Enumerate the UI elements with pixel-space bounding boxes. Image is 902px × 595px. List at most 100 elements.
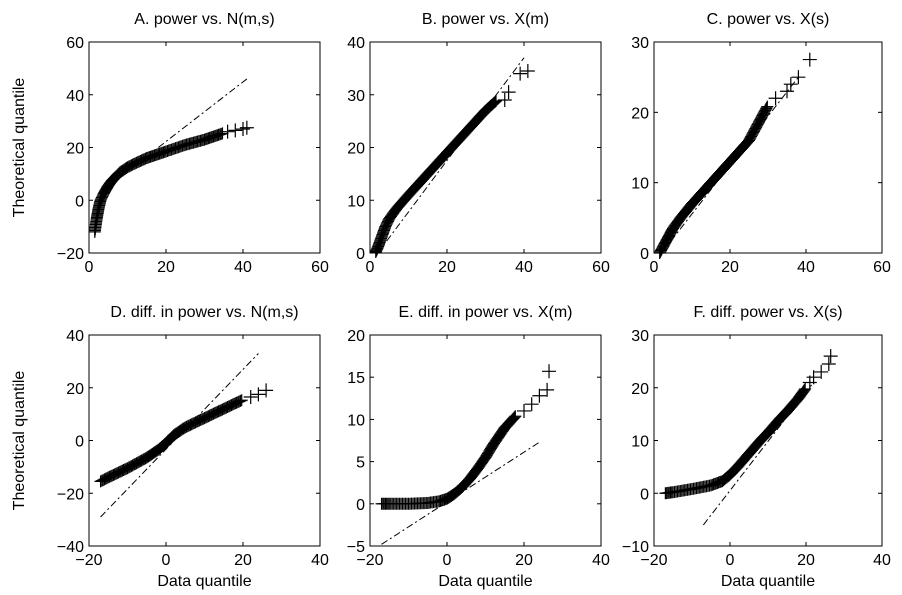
data-band [88, 127, 229, 238]
y-tick-label: 0 [356, 246, 365, 263]
y-tick-label: 30 [631, 328, 649, 345]
x-tick-label: 20 [234, 552, 252, 569]
outlier-point [259, 383, 274, 398]
data-point [488, 95, 501, 108]
y-tick-label: 0 [356, 497, 365, 514]
axes-box-e [369, 334, 602, 547]
reference-line [157, 78, 248, 148]
outlier-point [814, 364, 829, 379]
x-tick-label: 20 [157, 259, 175, 276]
data-point [216, 127, 229, 140]
outlier-point [251, 387, 266, 402]
x-tick-label: 40 [592, 552, 610, 569]
y-tick-label: 10 [347, 193, 365, 210]
y-tick-label: −10 [622, 539, 649, 556]
data-point [798, 384, 811, 397]
y-tick-label: −40 [57, 539, 84, 556]
outlier-point [806, 370, 821, 385]
outlier-point [542, 364, 557, 379]
x-tick-label: 20 [797, 552, 815, 569]
x-tick-label: −20 [640, 552, 667, 569]
outlier-point [497, 93, 512, 108]
y-tick-label: 5 [356, 455, 365, 472]
y-tick-label: 40 [347, 35, 365, 52]
data-point [490, 94, 502, 107]
x-tick-label: 40 [873, 552, 891, 569]
outlier-point [802, 375, 817, 390]
x-tick-label: 0 [650, 259, 659, 276]
axes-box-a [88, 41, 321, 254]
outlier-point [236, 122, 250, 137]
outlier-point [823, 349, 838, 364]
panel-e: −20 0 20 40 −5 0 5 10 15 20 E. diff. in power vs. … [347, 304, 610, 590]
y-tick-label: 60 [66, 35, 84, 52]
x-tick-label: −20 [356, 552, 383, 569]
panel-c: 0 20 40 60 0 10 20 30 C. power vs. X(s) [631, 11, 891, 276]
y-axis-label: Theoretical quantile [11, 371, 28, 511]
outlier-point [513, 66, 528, 81]
data-point [509, 410, 522, 423]
x-tick-label: 60 [873, 259, 891, 276]
data-point [760, 101, 773, 114]
x-tick-label: 0 [726, 552, 735, 569]
chart-title-f: F. diff. power vs. X(s) [693, 304, 842, 321]
data-point [506, 413, 519, 426]
axes-box-c [653, 41, 883, 254]
chart-title-b: B. power vs. X(m) [422, 11, 549, 28]
y-tick-label: 40 [66, 88, 84, 105]
outlier-point [821, 357, 836, 372]
x-tick-label: 20 [438, 259, 456, 276]
outlier-point [239, 120, 254, 135]
chart-title-c: C. power vs. X(s) [707, 11, 830, 28]
data-band [375, 410, 522, 510]
y-tick-label: 20 [347, 328, 365, 345]
data-point [233, 395, 246, 408]
outlier-point [780, 84, 794, 99]
data-band [94, 394, 248, 488]
y-tick-label: 40 [66, 328, 84, 345]
outlier-point [517, 403, 531, 418]
y-tick-label: 10 [631, 434, 649, 451]
panel-b: 0 20 40 60 0 10 20 30 40 B. power vs. X(m) [347, 11, 610, 276]
y-tick-label: 10 [631, 176, 649, 193]
data-point [234, 394, 247, 407]
y-tick-label: 20 [66, 141, 84, 158]
data-band [653, 100, 774, 259]
x-axis-label: Data quantile [438, 573, 532, 590]
y-tick-label: 20 [631, 105, 649, 122]
x-tick-label: 20 [721, 259, 739, 276]
data-point [235, 394, 248, 407]
y-tick-label: 30 [631, 35, 649, 52]
chart-title-d: D. diff. in power vs. N(m,s) [110, 304, 298, 321]
outlier-point [501, 85, 516, 100]
outlier-point [243, 389, 258, 404]
outlier-point [802, 52, 817, 67]
outlier-point [532, 388, 547, 403]
x-axis-label: Data quantile [157, 573, 251, 590]
y-tick-label: 0 [75, 434, 84, 451]
data-point [799, 382, 812, 395]
y-tick-label: 0 [75, 193, 84, 210]
x-tick-label: 0 [366, 259, 375, 276]
outlier-point [783, 77, 798, 92]
data-band [659, 382, 812, 500]
y-tick-label: 15 [347, 370, 365, 387]
data-point [508, 411, 521, 424]
y-tick-label: 30 [347, 88, 365, 105]
x-tick-label: 0 [162, 552, 171, 569]
outlier-point [791, 70, 806, 85]
outlier-point [228, 123, 243, 138]
y-tick-label: 10 [347, 412, 365, 429]
x-tick-label: 60 [311, 259, 329, 276]
y-axis-label: Theoretical quantile [11, 78, 28, 218]
data-point [487, 96, 500, 109]
chart-title-a: A. power vs. N(m,s) [134, 11, 274, 28]
data-point [486, 97, 499, 110]
data-point [761, 100, 774, 113]
axes-box-d [88, 334, 321, 547]
data-point [797, 385, 810, 398]
x-tick-label: 40 [797, 259, 815, 276]
data-point [507, 412, 520, 425]
